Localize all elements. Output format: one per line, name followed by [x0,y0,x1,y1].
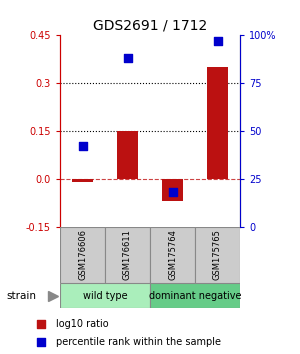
Text: dominant negative: dominant negative [149,291,241,301]
Point [170,189,175,195]
Bar [117,131,138,179]
Bar [150,283,240,308]
Bar [72,179,93,182]
Text: GSM175765: GSM175765 [213,229,222,280]
Text: log10 ratio: log10 ratio [56,319,109,329]
Text: percentile rank within the sample: percentile rank within the sample [56,337,221,347]
Text: GSM176606: GSM176606 [78,229,87,280]
Title: GDS2691 / 1712: GDS2691 / 1712 [93,19,207,33]
Text: wild type: wild type [83,291,127,301]
Text: strain: strain [6,291,36,301]
Point [125,56,130,61]
Bar [162,179,183,201]
Point [215,38,220,44]
Bar [195,227,240,283]
Text: GSM176611: GSM176611 [123,229,132,280]
Bar [60,283,150,308]
Bar [207,67,228,179]
Bar [105,227,150,283]
Bar [60,227,105,283]
Point [80,143,85,149]
Point [38,321,43,327]
Bar [150,227,195,283]
Text: GSM175764: GSM175764 [168,229,177,280]
Point [38,339,43,344]
